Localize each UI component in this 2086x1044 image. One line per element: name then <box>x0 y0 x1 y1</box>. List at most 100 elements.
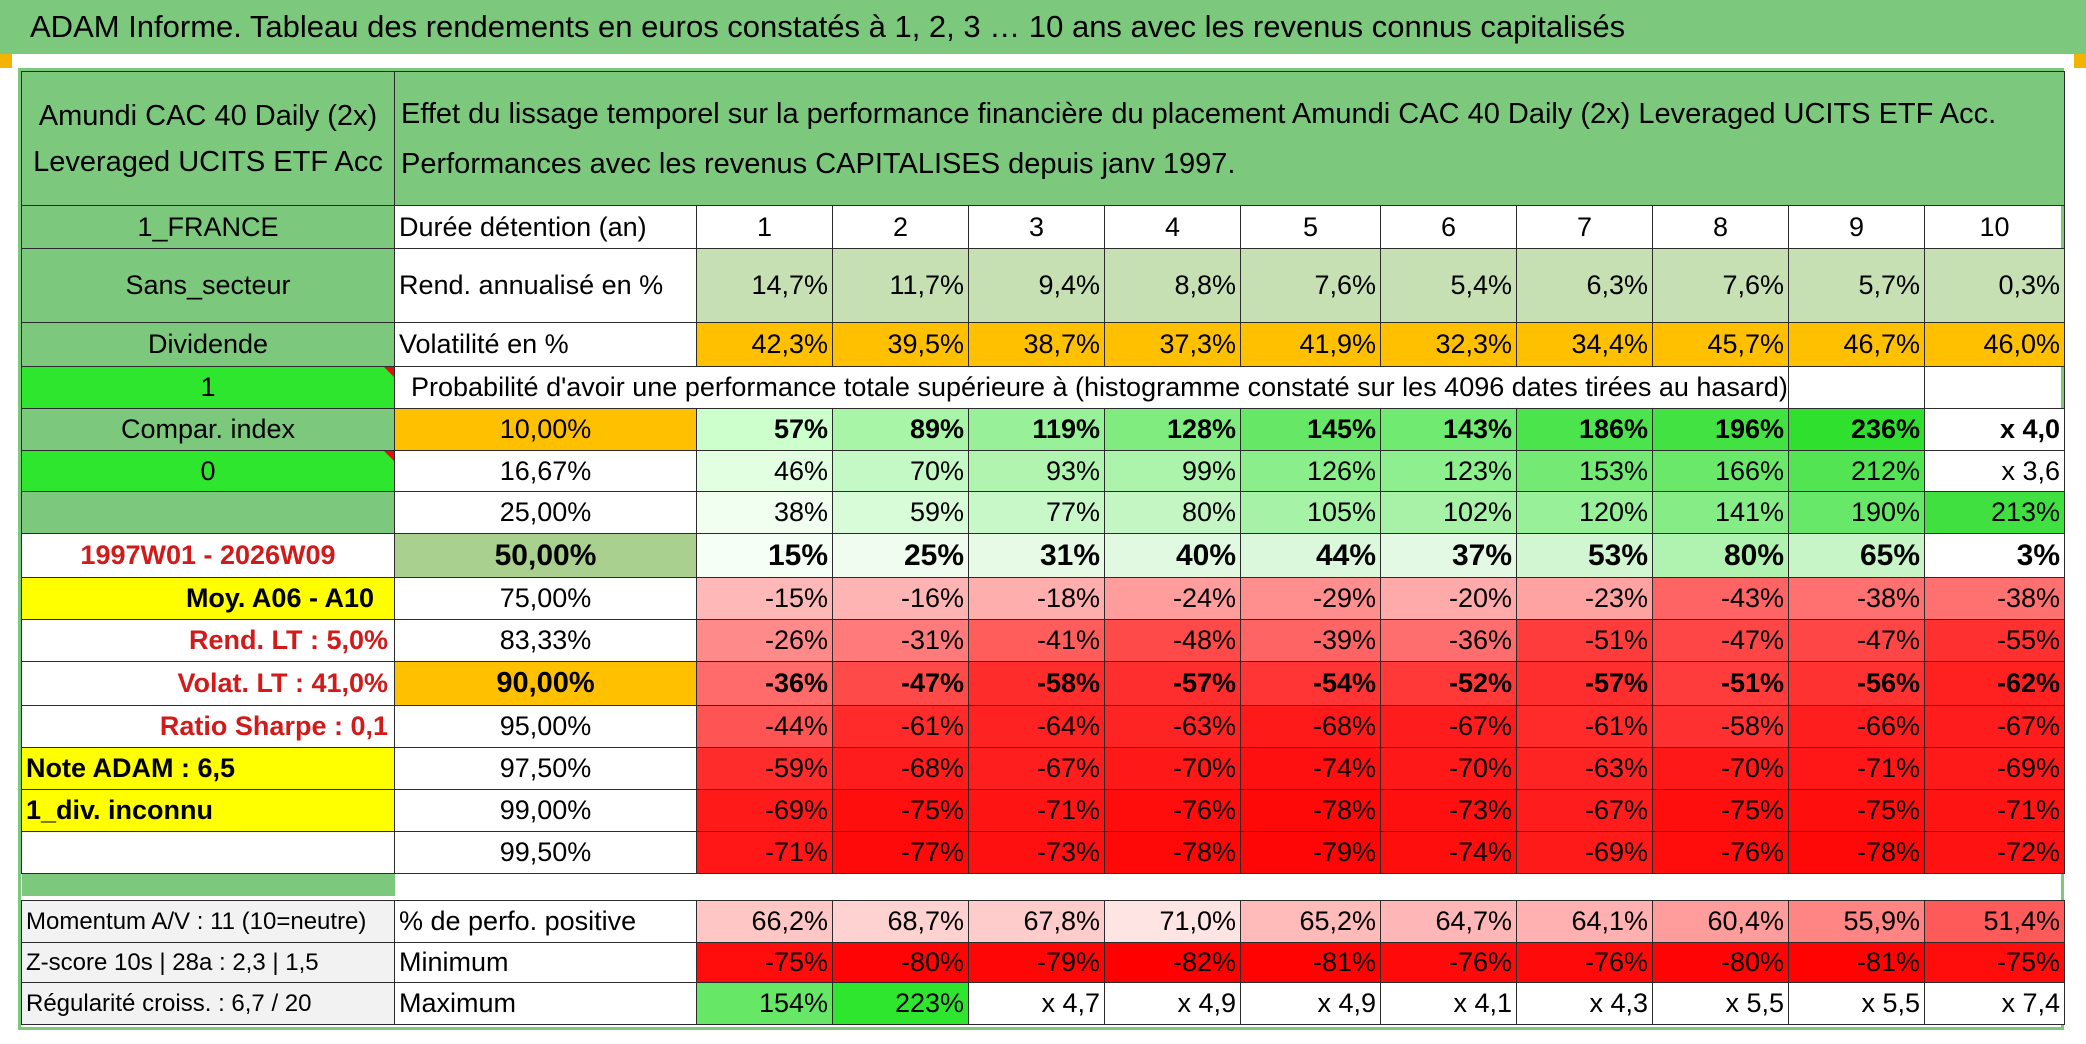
quantile-cell: -54% <box>1240 661 1381 706</box>
quantile-cell: -18% <box>968 577 1105 620</box>
quantile-row: 99,50% -71% -77% -73% -78% -79% -74% -69… <box>21 831 2066 874</box>
quantile-cell: -70% <box>1652 747 1789 790</box>
minimum-cell: -80% <box>832 942 969 983</box>
quantile-cell: 190% <box>1788 491 1925 534</box>
quantile-cell: -58% <box>968 661 1105 706</box>
quantile-cell: 99% <box>1104 450 1241 492</box>
quantile-label: 75,00% <box>394 577 697 620</box>
quantile-cell: 128% <box>1104 408 1241 451</box>
spacer <box>395 874 2065 896</box>
rend-cell: 7,6% <box>1240 248 1381 323</box>
quantile-cell: 44% <box>1240 533 1381 578</box>
quantile-cell: 3% <box>1923 533 2066 578</box>
period-label: 1997W01 - 2026W09 <box>21 533 395 578</box>
sector-label: Sans_secteur <box>21 248 395 323</box>
quantile-cell: -72% <box>1923 831 2066 874</box>
empty-cell <box>1788 366 1925 409</box>
left-edge-marker <box>0 54 12 68</box>
year-header: 8 <box>1652 205 1789 249</box>
quantile-row: Ratio Sharpe : 0,1 95,00% -44% -61% -64%… <box>21 705 2066 748</box>
sharpe-label: Ratio Sharpe : 0,1 <box>21 705 395 748</box>
year-header: 7 <box>1516 205 1653 249</box>
quantile-cell: -76% <box>1104 789 1241 832</box>
positive-cell: 60,4% <box>1652 900 1789 943</box>
maximum-cell: x 5,5 <box>1788 982 1925 1025</box>
quantile-cell: -55% <box>1923 619 2066 662</box>
quantile-cell: -36% <box>696 661 833 706</box>
quantile-cell: -23% <box>1516 577 1653 620</box>
quantile-cell: 31% <box>968 533 1105 578</box>
quantile-cell: -59% <box>696 747 833 790</box>
quantile-cell: -38% <box>1923 577 2066 620</box>
quantile-cell: -16% <box>832 577 969 620</box>
rend-cell: 8,8% <box>1104 248 1241 323</box>
quantile-cell: -71% <box>968 789 1105 832</box>
quantile-cell: 70% <box>832 450 969 492</box>
rend-cell: 14,7% <box>696 248 833 323</box>
year-header: 2 <box>832 205 969 249</box>
quantile-cell: -78% <box>1104 831 1241 874</box>
zero-flag-cell: 0 <box>21 450 395 492</box>
quantile-row: Compar. index 10,00% 57% 89% 119% 128% 1… <box>21 408 2066 451</box>
quantile-cell: 153% <box>1516 450 1653 492</box>
volat-lt-label: Volat. LT : 41,0% <box>21 661 395 706</box>
regularite-label: Régularité croiss. : 6,7 / 20 <box>21 982 395 1025</box>
quantile-cell: -69% <box>696 789 833 832</box>
positive-cell: 67,8% <box>968 900 1105 943</box>
minimum-cell: -81% <box>1788 942 1925 983</box>
year-header: 10 <box>1923 205 2066 249</box>
quantile-cell: 120% <box>1516 491 1653 534</box>
quantile-cell: -26% <box>696 619 833 662</box>
quantile-row: Volat. LT : 41,0% 90,00% -36% -47% -58% … <box>21 661 2066 706</box>
quantile-cell: -24% <box>1104 577 1241 620</box>
quantile-cell: -51% <box>1516 619 1653 662</box>
quantile-cell: -67% <box>1380 705 1517 748</box>
quantile-row: Note ADAM : 6,5 97,50% -59% -68% -67% -7… <box>21 747 2066 790</box>
fund-name-cell: Amundi CAC 40 Daily (2x) Leveraged UCITS… <box>21 71 395 206</box>
rend-cell: 5,7% <box>1788 248 1925 323</box>
positive-cell: 71,0% <box>1104 900 1241 943</box>
year-header: 4 <box>1104 205 1241 249</box>
quantile-cell: 143% <box>1380 408 1517 451</box>
zscore-label: Z-score 10s | 28a : 2,3 | 1,5 <box>21 942 395 983</box>
quantile-cell: -68% <box>1240 705 1381 748</box>
moy-label: Moy. A06 - A10 <box>21 577 395 620</box>
quantile-cell: 38% <box>696 491 833 534</box>
quantile-cell: -75% <box>1788 789 1925 832</box>
quantile-cell: 80% <box>1652 533 1789 578</box>
fund-name-line2: Leveraged UCITS ETF Acc <box>33 145 383 178</box>
volat-cell: 32,3% <box>1380 322 1517 367</box>
quantile-cell: -78% <box>1240 789 1381 832</box>
quantile-label: 83,33% <box>394 619 697 662</box>
compar-index-label: Compar. index <box>21 408 395 451</box>
maximum-cell: x 4,3 <box>1516 982 1653 1025</box>
quantile-cell: -66% <box>1788 705 1925 748</box>
quantile-cell: -77% <box>832 831 969 874</box>
quantile-row: 25,00% 38% 59% 77% 80% 105% 102% 120% 14… <box>21 491 2066 534</box>
volat-label: Volatilité en % <box>394 322 697 367</box>
rend-lt-label: Rend. LT : 5,0% <box>21 619 395 662</box>
maximum-cell: x 7,4 <box>1923 982 2066 1025</box>
quantile-cell: 53% <box>1516 533 1653 578</box>
positive-cell: 68,7% <box>832 900 969 943</box>
right-edge-marker <box>2074 54 2086 68</box>
quantile-cell: 196% <box>1652 408 1789 451</box>
minimum-cell: -75% <box>696 942 833 983</box>
year-header: 3 <box>968 205 1105 249</box>
quantile-cell: -47% <box>1652 619 1789 662</box>
quantile-cell: -52% <box>1380 661 1517 706</box>
quantile-cell: -29% <box>1240 577 1381 620</box>
positive-cell: 65,2% <box>1240 900 1381 943</box>
rend-label: Rend. annualisé en % <box>394 248 697 323</box>
quantile-cell: -71% <box>1788 747 1925 790</box>
volat-cell: 45,7% <box>1652 322 1789 367</box>
spacer-green <box>21 873 395 896</box>
quantile-cell: x 4,0 <box>1923 408 2066 451</box>
quantile-cell: 213% <box>1923 491 2066 534</box>
quantile-row: 0 16,67% 46% 70% 93% 99% 126% 123% 153% … <box>21 450 2066 492</box>
quantile-cell: 105% <box>1240 491 1381 534</box>
quantile-cell: -43% <box>1652 577 1789 620</box>
rend-cell: 6,3% <box>1516 248 1653 323</box>
minimum-cell: -79% <box>968 942 1105 983</box>
year-header: 9 <box>1788 205 1925 249</box>
